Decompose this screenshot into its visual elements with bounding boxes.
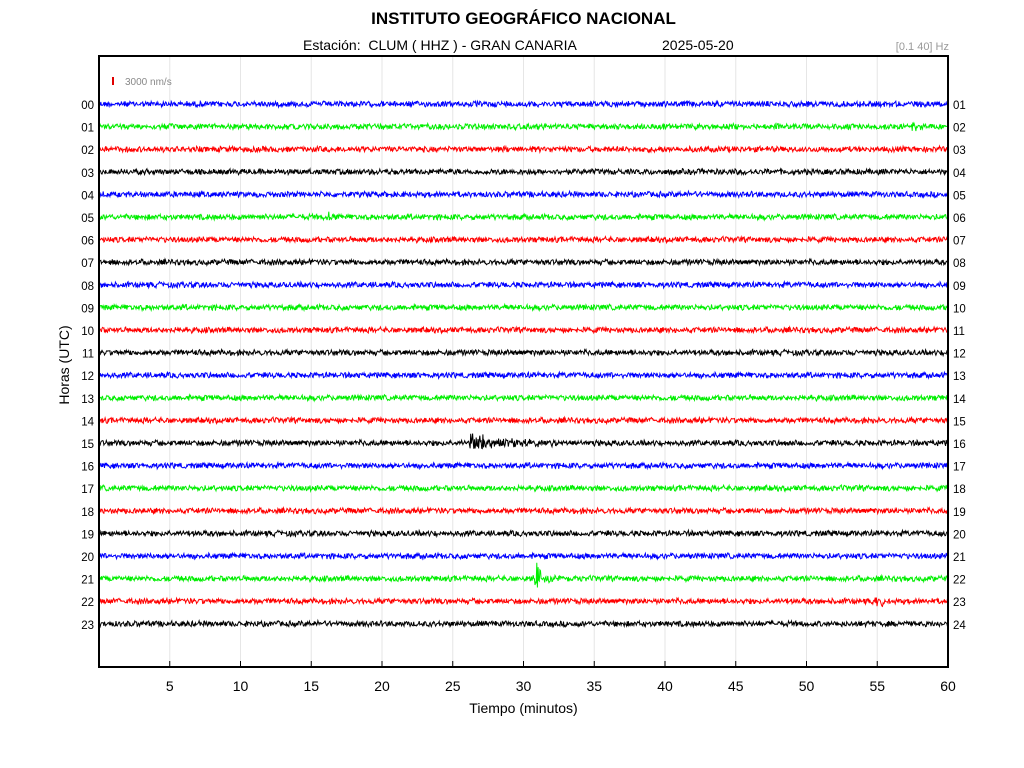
hour-label-right: 23: [953, 597, 966, 609]
hour-label-right: 17: [953, 462, 966, 474]
hour-label-right: 18: [953, 484, 966, 496]
hour-label-left: 10: [81, 326, 94, 338]
hour-label-left: 03: [81, 168, 94, 180]
trace-hour-18: [98, 505, 949, 516]
hour-label-left: 11: [82, 349, 94, 361]
hour-label-left: 07: [81, 258, 94, 270]
x-tick-label: 30: [516, 678, 532, 694]
trace-hour-06: [98, 234, 949, 245]
trace-hour-00: [98, 99, 949, 109]
hour-label-left: 05: [81, 213, 94, 225]
hour-label-left: 09: [81, 303, 94, 315]
x-tick-label: 40: [657, 678, 673, 694]
hour-label-left: 02: [81, 145, 94, 157]
trace-hour-12: [98, 370, 949, 381]
hour-label-right: 11: [953, 326, 965, 338]
hour-label-left: 12: [81, 371, 94, 383]
trace-hour-04: [98, 189, 949, 200]
right-hour-labels: 01 02 03 04 05 06 07 08 09 10 11 12 13 14 15 16 17 18 19 20…: [953, 100, 966, 632]
trace-hour-20: [98, 551, 949, 561]
hour-label-right: 10: [953, 303, 966, 315]
x-tick-label: 55: [869, 678, 885, 694]
trace-hour-08: [98, 280, 949, 290]
hour-label-left: 16: [81, 462, 94, 474]
hour-label-left: 17: [81, 484, 94, 496]
trace-hour-07: [98, 257, 949, 267]
hour-label-right: 02: [953, 123, 966, 135]
hour-label-right: 21: [953, 552, 966, 564]
x-tick-label: 25: [445, 678, 461, 694]
hour-label-right: 09: [953, 281, 966, 293]
hour-label-left: 18: [81, 507, 94, 519]
x-axis-label: Tiempo (minutos): [469, 700, 578, 716]
trace-hour-13: [98, 393, 949, 403]
hour-label-left: 01: [81, 123, 94, 135]
hour-label-left: 23: [81, 620, 94, 632]
x-tick-label: 5: [166, 678, 174, 694]
trace-hour-15: [98, 433, 949, 450]
hour-label-left: 06: [81, 236, 94, 248]
x-axis-ticks: 5 10 15 20 25 30 35 40 45 50 55 60: [166, 661, 956, 694]
trace-hour-05: [98, 211, 949, 222]
hour-label-right: 14: [953, 394, 966, 406]
trace-hour-03: [98, 167, 949, 177]
hour-label-left: 21: [81, 575, 94, 587]
hour-label-left: 04: [81, 190, 94, 202]
trace-hour-17: [98, 483, 949, 493]
filter-band: [0.1 40] Hz: [895, 41, 949, 53]
trace-hour-19: [98, 528, 949, 539]
trace-hour-14: [98, 415, 949, 426]
hour-label-right: 15: [953, 416, 966, 428]
station-info: Estación: CLUM ( HHZ ) - GRAN CANARIA: [303, 37, 577, 53]
record-date: 2025-05-20: [662, 37, 734, 53]
trace-hour-11: [98, 347, 949, 358]
hour-label-right: 08: [953, 258, 966, 270]
trace-hour-02: [98, 144, 949, 155]
trace-hour-01: [98, 121, 949, 132]
hour-label-right: 16: [953, 439, 966, 451]
hour-label-left: 08: [81, 281, 94, 293]
trace-hour-16: [98, 460, 949, 471]
hour-label-right: 19: [953, 507, 966, 519]
hour-label-left: 15: [81, 439, 94, 451]
chart-title: INSTITUTO GEOGRÁFICO NACIONAL: [371, 9, 676, 28]
scale-bar: [112, 77, 114, 85]
hour-label-left: 13: [81, 394, 94, 406]
x-tick-label: 50: [799, 678, 815, 694]
x-tick-label: 35: [586, 678, 602, 694]
hour-label-right: 04: [953, 168, 966, 180]
x-tick-label: 20: [374, 678, 390, 694]
hour-label-right: 24: [953, 620, 966, 632]
hour-label-right: 06: [953, 213, 966, 225]
grid-lines: [169, 56, 878, 667]
hour-label-right: 07: [953, 236, 966, 248]
trace-hour-22: [98, 596, 949, 608]
hour-label-left: 22: [81, 597, 94, 609]
x-tick-label: 15: [303, 678, 319, 694]
hour-label-right: 13: [953, 371, 966, 383]
hour-label-right: 05: [953, 190, 966, 202]
hour-label-left: 19: [81, 529, 94, 541]
x-tick-label: 10: [233, 678, 249, 694]
hour-label-right: 22: [953, 575, 966, 587]
hour-label-left: 00: [81, 100, 94, 112]
left-hour-labels: 00 01 02 03 04 05 06 07 08 09 10 11 12 13 14 15 16 17 18 19…: [81, 100, 94, 632]
hour-label-left: 20: [81, 552, 94, 564]
hour-label-right: 03: [953, 145, 966, 157]
hour-label-left: 14: [81, 416, 94, 428]
scale-label: 3000 nm/s: [125, 77, 172, 88]
trace-hour-23: [98, 618, 949, 629]
trace-hour-21: [98, 562, 949, 588]
seismic-traces: [98, 99, 949, 629]
trace-hour-09: [98, 302, 949, 313]
hour-label-right: 20: [953, 529, 966, 541]
hour-label-right: 01: [953, 100, 966, 112]
x-tick-label: 60: [940, 678, 956, 694]
hour-label-right: 12: [953, 349, 966, 361]
scale-legend: 3000 nm/s: [112, 77, 172, 88]
trace-hour-10: [98, 325, 949, 335]
x-tick-label: 45: [728, 678, 744, 694]
